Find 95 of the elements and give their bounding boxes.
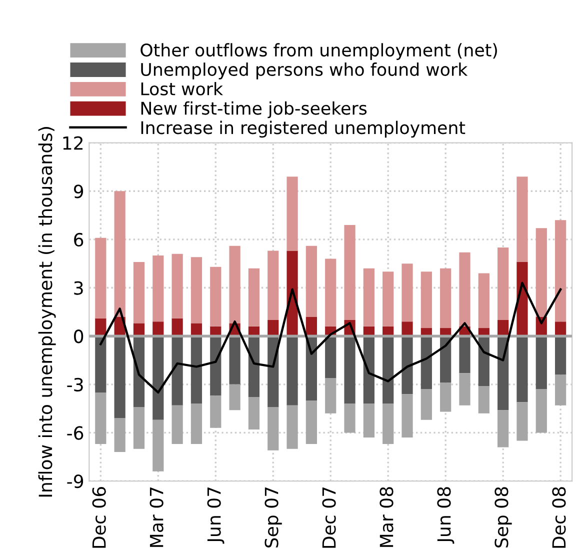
bar xyxy=(478,273,490,328)
bar xyxy=(286,336,298,406)
bar xyxy=(325,336,336,378)
bar xyxy=(172,254,183,318)
bar xyxy=(363,336,374,404)
bar xyxy=(95,392,106,444)
legend-label: Other outflows from unemployment (net) xyxy=(140,43,497,60)
bar xyxy=(459,373,470,406)
x-tick-label: Sep 08 xyxy=(494,487,512,548)
bar xyxy=(498,410,509,448)
bar xyxy=(478,386,490,414)
bar xyxy=(536,336,547,390)
bar xyxy=(190,257,202,324)
bar xyxy=(229,384,240,410)
y-tick-label: 12 xyxy=(63,136,82,150)
x-tick-label: Jun 07 xyxy=(207,487,224,544)
bar xyxy=(536,389,547,433)
legend-label: Lost work xyxy=(141,82,223,96)
x-tick-label: Mar 08 xyxy=(380,487,394,547)
y-tick-label: 3 xyxy=(74,281,83,295)
bar xyxy=(306,246,318,317)
bar xyxy=(382,336,394,404)
bar xyxy=(190,404,202,444)
bar xyxy=(402,336,413,394)
x-tick-label: Mar 07 xyxy=(150,487,164,547)
y-tick-label: 0 xyxy=(74,330,84,344)
bar xyxy=(268,250,279,320)
bar xyxy=(420,272,432,328)
bar xyxy=(478,336,490,386)
bar xyxy=(498,247,509,320)
y-axis-title: Inflow into unemployment (in thousands) xyxy=(38,127,56,497)
bar xyxy=(95,238,106,318)
bar xyxy=(344,404,356,433)
bar xyxy=(459,252,470,326)
bar xyxy=(152,336,164,420)
bar xyxy=(248,268,260,326)
bar xyxy=(516,176,528,262)
bar xyxy=(229,336,240,384)
x-tick-label: Sep 07 xyxy=(264,487,282,548)
y-tick-label: -3 xyxy=(67,378,83,392)
bar xyxy=(114,418,126,452)
legend-label: Unemployed persons who found work xyxy=(141,62,468,80)
x-tick-label: Dec 07 xyxy=(322,487,336,548)
bar xyxy=(210,396,222,428)
bar xyxy=(286,405,298,449)
bar xyxy=(210,336,222,396)
bar xyxy=(229,246,240,324)
bar xyxy=(536,228,547,317)
bar xyxy=(402,394,413,438)
bar xyxy=(363,268,374,326)
bar xyxy=(459,336,470,374)
bar xyxy=(190,336,202,404)
bar xyxy=(286,176,298,251)
bar xyxy=(420,389,432,420)
y-tick-label: -9 xyxy=(67,474,84,488)
y-tick-label: 6 xyxy=(74,232,84,247)
bar xyxy=(248,397,260,430)
bar xyxy=(440,336,452,383)
bar xyxy=(516,336,528,402)
line-series xyxy=(100,282,562,394)
bar xyxy=(382,404,394,444)
bar xyxy=(516,402,528,441)
bar xyxy=(555,374,566,406)
bar xyxy=(133,406,145,449)
bar xyxy=(440,382,452,412)
bar xyxy=(555,220,566,322)
bar xyxy=(325,378,336,414)
bar xyxy=(152,256,164,322)
x-tick-label: Dec 08 xyxy=(552,487,566,548)
bar xyxy=(440,268,452,328)
bar xyxy=(114,191,126,317)
bar xyxy=(325,258,336,326)
bar xyxy=(152,420,164,472)
bar xyxy=(114,336,126,418)
legend-label: Increase in registered unemployment xyxy=(141,120,466,138)
x-tick-label: Jun 08 xyxy=(437,487,454,544)
bar xyxy=(172,405,183,444)
bar xyxy=(248,336,260,398)
bar xyxy=(95,336,106,392)
bar xyxy=(133,262,145,324)
legend-label: New first-time job-seekers xyxy=(141,101,367,118)
bar xyxy=(306,400,318,444)
bar xyxy=(344,224,356,320)
y-tick-label: 9 xyxy=(74,184,84,198)
bar xyxy=(210,266,222,326)
bar xyxy=(420,336,432,390)
y-tick-label: -6 xyxy=(67,426,84,440)
bar xyxy=(382,272,394,326)
bar xyxy=(363,404,374,438)
bar xyxy=(555,336,566,375)
bar xyxy=(344,336,356,404)
bar xyxy=(172,336,183,406)
bar xyxy=(268,406,279,450)
bar xyxy=(402,264,413,322)
x-tick-label: Dec 06 xyxy=(92,487,106,548)
